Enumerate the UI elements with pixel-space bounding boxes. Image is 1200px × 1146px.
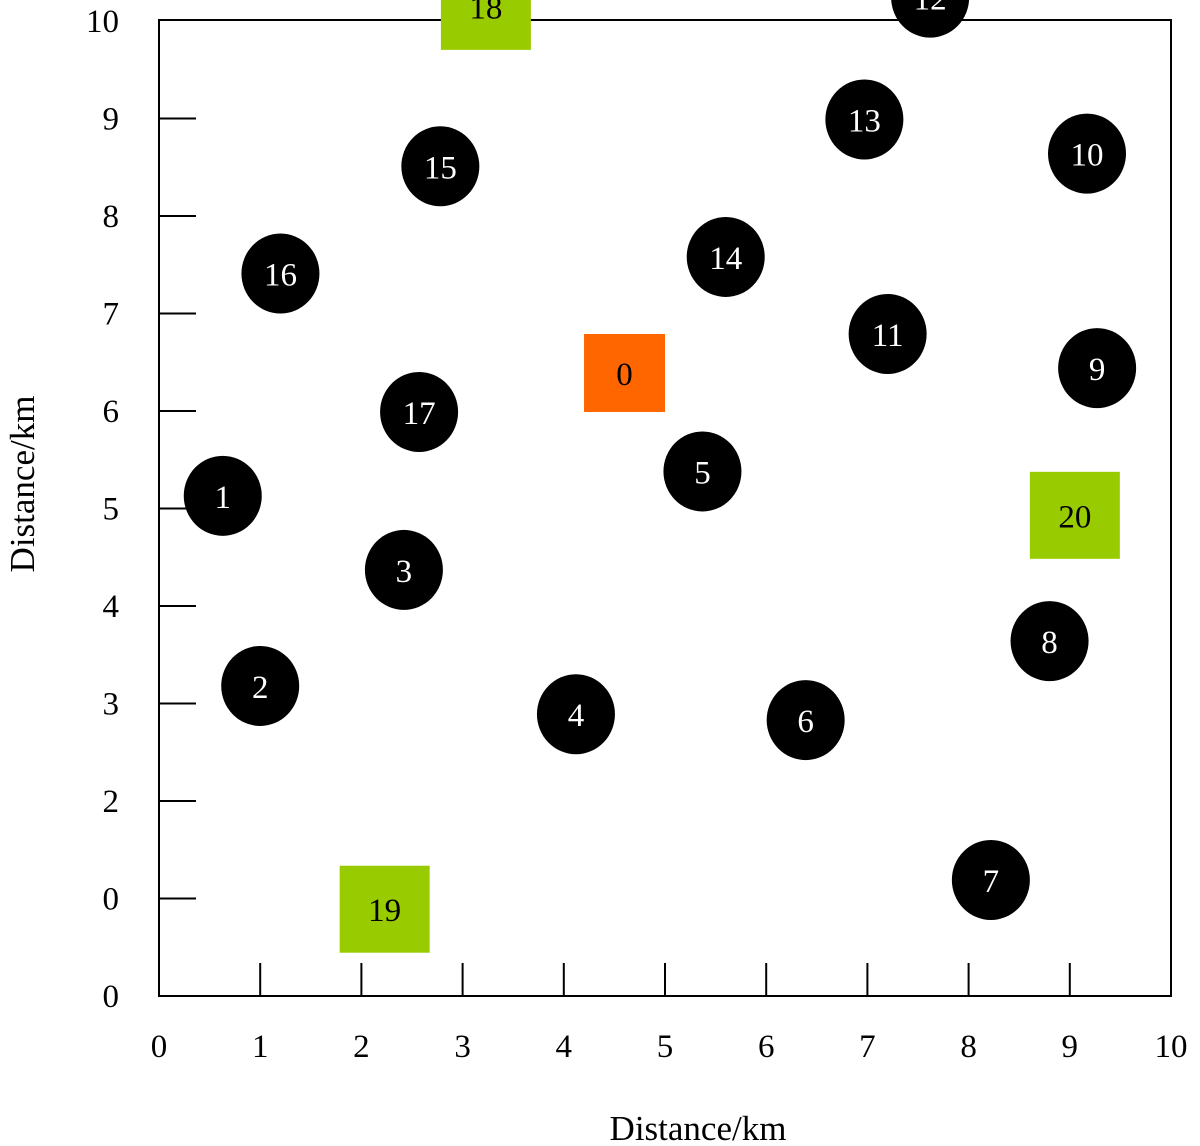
station-marker <box>440 0 531 50</box>
x-axis-ticks: 0 1 2 3 4 5 6 7 8 9 10 <box>151 963 1188 1065</box>
station-node: 20 <box>1029 471 1120 559</box>
y-tick-label: 2 <box>103 784 120 820</box>
node-label: 1 <box>215 480 232 516</box>
customer-marker <box>766 680 845 761</box>
customer-node: 12 <box>891 0 970 38</box>
node-label: 4 <box>568 698 585 734</box>
customer-node: 11 <box>848 293 927 374</box>
customer-marker <box>663 431 742 512</box>
depot-node: 0 <box>584 333 666 412</box>
customer-marker <box>951 839 1030 920</box>
node-label: 7 <box>983 864 1000 900</box>
customer-marker <box>848 293 927 374</box>
customer-node: 14 <box>686 216 765 297</box>
station-marker <box>339 865 430 953</box>
node-label: 20 <box>1058 499 1091 535</box>
y-tick-label: 3 <box>103 687 120 723</box>
x-tick-label: 7 <box>859 1029 876 1065</box>
depot-marker <box>584 333 666 412</box>
customer-marker <box>364 529 443 610</box>
station-node: 19 <box>339 865 430 953</box>
node-label: 5 <box>694 455 711 491</box>
x-tick-label: 8 <box>960 1029 977 1065</box>
node-label: 12 <box>914 0 947 18</box>
x-tick-label: 4 <box>556 1029 573 1065</box>
y-tick-label: 5 <box>103 492 120 528</box>
node-label: 8 <box>1041 625 1058 661</box>
customer-marker <box>401 126 480 207</box>
x-tick-label: 1 <box>252 1029 269 1065</box>
y-tick-label: 10 <box>86 4 119 40</box>
customer-marker <box>183 455 262 536</box>
y-axis-title: Distance/km <box>3 396 42 573</box>
customer-node: 4 <box>536 674 615 755</box>
customer-marker <box>1058 328 1137 409</box>
y-tick-label: 0 <box>103 979 120 1015</box>
customer-marker <box>1048 113 1127 194</box>
node-label: 2 <box>252 670 269 706</box>
customer-node: 1 <box>183 455 262 536</box>
customer-node: 13 <box>825 79 904 160</box>
node-label: 19 <box>368 893 401 929</box>
customer-node: 6 <box>766 680 845 761</box>
node-label: 3 <box>396 554 413 590</box>
customer-node: 8 <box>1010 601 1089 682</box>
node-label: 11 <box>872 318 904 354</box>
node-label: 13 <box>848 103 881 139</box>
x-tick-label: 6 <box>758 1029 775 1065</box>
y-axis-ticks: 0 0 2 3 4 5 6 7 8 9 10 <box>86 4 196 1015</box>
x-tick-label: 9 <box>1062 1029 1079 1065</box>
customer-node: 7 <box>951 839 1030 920</box>
customer-marker <box>825 79 904 160</box>
station-marker <box>1029 471 1120 559</box>
customer-node: 2 <box>221 645 300 726</box>
y-tick-label: 6 <box>103 394 120 430</box>
customer-marker <box>891 0 970 38</box>
y-tick-label: 9 <box>103 102 120 138</box>
plot-frame <box>158 19 1172 997</box>
customer-marker <box>686 216 765 297</box>
y-tick-label: 7 <box>103 297 120 333</box>
y-tick-label: 8 <box>103 199 120 235</box>
y-tick-label: 4 <box>103 589 120 625</box>
x-tick-label: 5 <box>657 1029 674 1065</box>
customer-node: 9 <box>1058 328 1137 409</box>
node-label: 18 <box>469 0 502 26</box>
data-markers: 12345678910111213141516170181920 <box>183 0 1137 953</box>
customer-node: 15 <box>401 126 480 207</box>
customer-node: 3 <box>364 529 443 610</box>
customer-marker <box>1010 601 1089 682</box>
customer-node: 10 <box>1048 113 1127 194</box>
customer-node: 17 <box>380 371 459 452</box>
node-label: 17 <box>403 396 436 432</box>
y-tick-label: 0 <box>103 882 120 918</box>
customer-marker <box>241 233 320 314</box>
x-tick-label: 10 <box>1155 1029 1188 1065</box>
node-label: 15 <box>424 150 457 186</box>
customer-marker <box>380 371 459 452</box>
customer-node: 5 <box>663 431 742 512</box>
node-label: 6 <box>797 704 814 740</box>
station-node: 18 <box>440 0 531 50</box>
customer-node: 16 <box>241 233 320 314</box>
x-axis-title: Distance/km <box>610 1109 787 1146</box>
x-tick-label: 3 <box>454 1029 471 1065</box>
customer-marker <box>536 674 615 755</box>
node-label: 14 <box>709 241 742 277</box>
x-tick-label: 0 <box>151 1029 168 1065</box>
node-label: 10 <box>1071 138 1104 174</box>
customer-marker <box>221 645 300 726</box>
x-tick-label: 2 <box>353 1029 370 1065</box>
node-label: 16 <box>264 258 297 294</box>
node-label: 9 <box>1089 352 1106 388</box>
node-label: 0 <box>616 357 633 393</box>
